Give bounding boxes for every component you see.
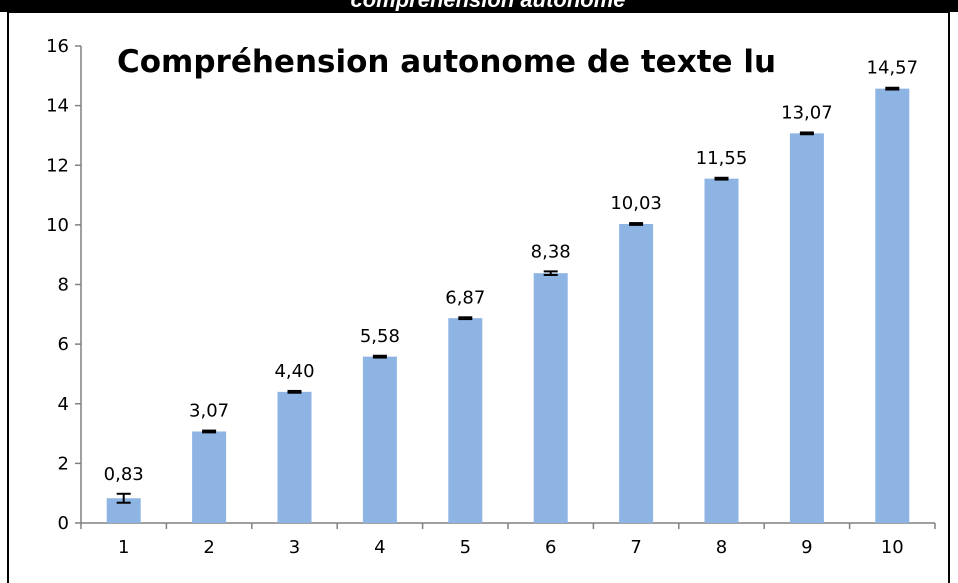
value-label: 3,07 (189, 401, 229, 422)
error-bar (458, 316, 473, 321)
header-bar (0, 0, 958, 12)
value-label: 0,83 (104, 464, 144, 485)
bar (789, 133, 824, 523)
error-bar (372, 354, 387, 359)
error-bar (287, 389, 302, 394)
x-tick-label: 7 (630, 537, 641, 558)
bar (277, 391, 312, 523)
error-bar (116, 492, 131, 504)
error-bar (543, 270, 558, 276)
y-tick-label: 6 (58, 334, 69, 355)
x-tick-label: 3 (289, 537, 300, 558)
y-tick-label: 12 (46, 155, 69, 176)
x-tick-label: 6 (545, 537, 556, 558)
bar (192, 431, 227, 523)
error-bar (629, 222, 644, 226)
y-tick-label: 16 (46, 36, 69, 57)
bar (875, 88, 910, 524)
bar (362, 356, 397, 523)
error-bar (799, 131, 814, 136)
bar (533, 273, 568, 523)
x-tick-label: 9 (801, 537, 812, 558)
x-tick-label: 8 (716, 537, 727, 558)
y-tick-label: 4 (58, 394, 69, 415)
error-bar (202, 429, 217, 434)
bar (704, 178, 739, 523)
value-label: 14,57 (867, 58, 919, 79)
chart-title: Compréhension autonome de texte lu (117, 44, 776, 80)
bar (448, 318, 483, 523)
header-title: compréhension autonome (350, 0, 625, 12)
x-tick-label: 5 (460, 537, 471, 558)
value-label: 11,55 (696, 148, 748, 169)
error-bar (885, 86, 900, 91)
bar (619, 223, 654, 523)
value-label: 6,87 (445, 287, 485, 308)
x-tick-label: 2 (203, 537, 214, 558)
y-tick-label: 0 (58, 513, 69, 534)
y-tick-label: 2 (58, 453, 69, 474)
y-tick-label: 8 (58, 275, 69, 296)
x-tick-label: 1 (118, 537, 129, 558)
value-label: 10,03 (610, 193, 662, 214)
x-tick-label: 4 (374, 537, 385, 558)
value-label: 8,38 (531, 241, 571, 262)
value-label: 13,07 (781, 102, 833, 123)
value-label: 4,40 (274, 361, 314, 382)
value-label: 5,58 (360, 326, 400, 347)
y-tick-label: 14 (46, 96, 69, 117)
x-tick-label: 10 (881, 537, 904, 558)
error-bar (714, 176, 729, 181)
y-tick-label: 10 (46, 215, 69, 236)
